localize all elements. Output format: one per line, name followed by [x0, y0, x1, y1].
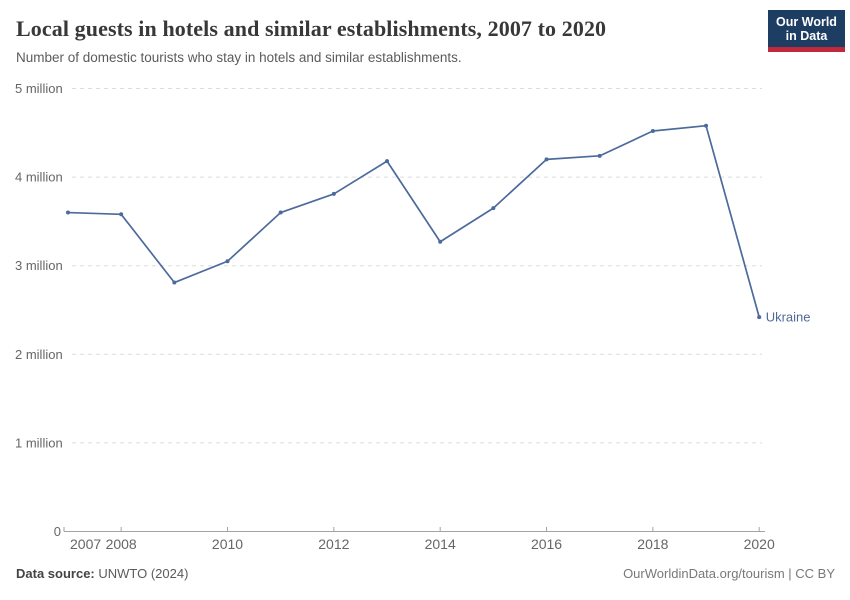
data-point	[66, 210, 70, 215]
data-point	[225, 259, 230, 264]
owid-logo: Our World in Data	[768, 10, 845, 52]
y-gridlines: 1 million 2 million 3 million 4 million 5 mi…	[15, 81, 762, 539]
data-series-ukraine: Ukraine	[66, 123, 811, 325]
chart-footer: Data source: UNWTO (2024) OurWorldinData…	[16, 566, 835, 581]
y-axis-tick-label: 3 million	[15, 258, 63, 273]
data-point	[385, 159, 390, 164]
page-title: Local guests in hotels and similar estab…	[16, 16, 607, 41]
x-axis: 2007 2008 2010 2012 2014 2016 2018 2020	[63, 527, 775, 552]
x-axis-tick-label: 2020	[744, 536, 775, 552]
x-axis-tick-label: 2012	[318, 536, 349, 552]
y-axis-tick-label: 1 million	[15, 435, 63, 450]
y-axis-tick-label: 4 million	[15, 170, 63, 185]
data-point	[597, 153, 602, 158]
data-point	[544, 157, 549, 162]
chart-subtitle: Number of domestic tourists who stay in …	[16, 50, 462, 65]
chart-header: Local guests in hotels and similar estab…	[0, 0, 850, 66]
data-line	[67, 124, 761, 318]
data-point	[650, 129, 655, 134]
data-source-value: UNWTO (2024)	[98, 566, 189, 581]
x-axis-tick-label: 2018	[637, 536, 668, 552]
x-axis-tick-label: 2010	[212, 536, 243, 552]
data-source-label: Data source:	[16, 566, 95, 581]
x-axis-tick-label: 2008	[106, 536, 137, 552]
data-source-note: Data source: UNWTO (2024)	[16, 566, 188, 581]
data-point	[172, 280, 177, 285]
x-axis-tick-label: 2007	[70, 536, 101, 552]
x-axis-tick-label: 2016	[531, 536, 562, 552]
license-note: OurWorldinData.org/tourism | CC BY	[623, 566, 835, 581]
y-axis-zero-label: 0	[54, 524, 61, 539]
data-point	[331, 191, 336, 196]
data-point	[491, 206, 496, 211]
logo-line-1: Our World	[776, 14, 837, 29]
data-point	[757, 315, 762, 320]
y-axis-tick-label: 5 million	[15, 81, 63, 96]
logo-line-2: in Data	[785, 28, 828, 43]
data-point	[119, 212, 124, 217]
data-point	[438, 239, 443, 244]
data-point	[278, 210, 283, 215]
entity-label: Ukraine	[766, 310, 811, 325]
y-axis-tick-label: 2 million	[15, 347, 63, 362]
data-point	[704, 123, 709, 128]
x-axis-tick-label: 2014	[425, 536, 456, 552]
